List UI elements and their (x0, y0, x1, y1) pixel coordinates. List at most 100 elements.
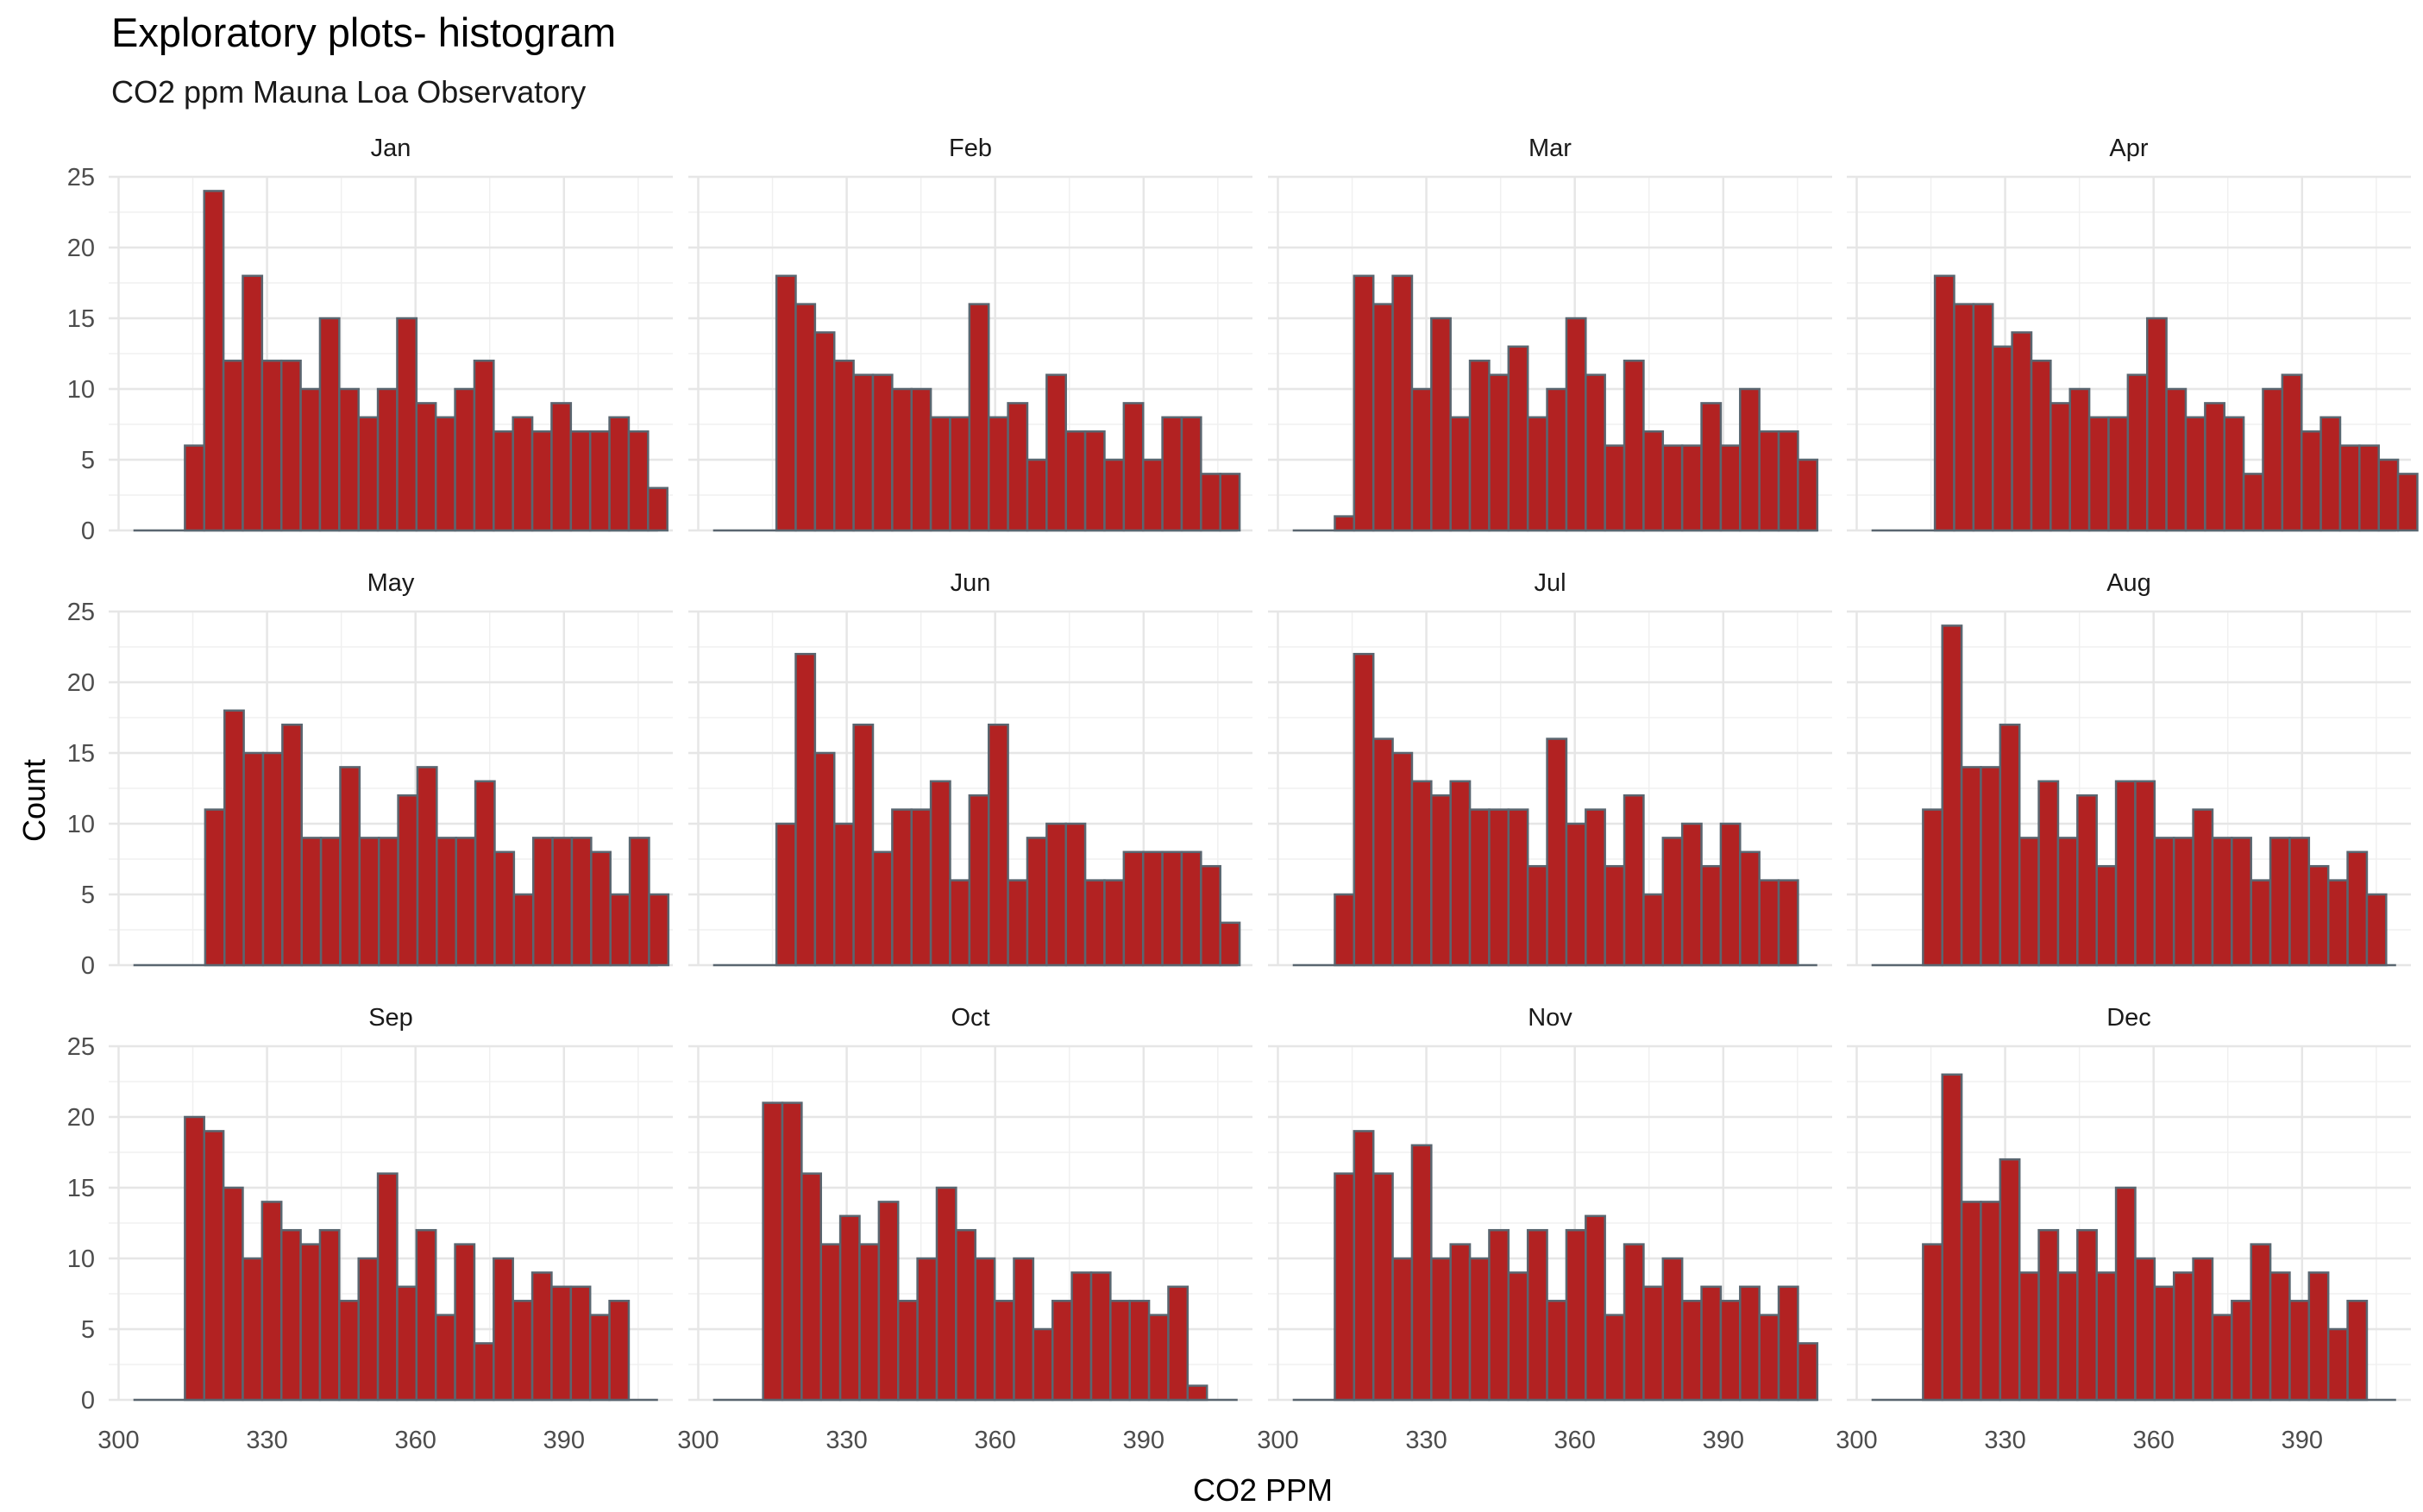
histogram-bar (1585, 808, 1606, 967)
histogram-bar (1161, 850, 1183, 967)
histogram-bar (1128, 1299, 1151, 1402)
x-tick-label: 330 (1405, 1427, 1447, 1454)
histogram-bar (1777, 1285, 1799, 1402)
histogram-bar (2076, 794, 2098, 967)
histogram-bar (376, 387, 399, 532)
histogram-bar (1032, 1327, 1054, 1402)
histogram-bar (1109, 1299, 1131, 1402)
histogram-bar (1219, 473, 1241, 532)
histogram-bar (203, 1130, 225, 1402)
histogram-bar (1507, 345, 1529, 532)
histogram-bar (2223, 416, 2245, 532)
histogram-bar (762, 1101, 784, 1402)
histogram-bar (2153, 1285, 2175, 1402)
histogram-bar (2319, 416, 2342, 532)
histogram-bar (1103, 458, 1126, 532)
histogram-bar (1922, 1243, 1943, 1402)
histogram-bar (987, 723, 1009, 967)
histogram-bar (1739, 387, 1761, 532)
histogram-bar (1045, 373, 1067, 532)
histogram-bar (318, 1228, 341, 1402)
histogram-bar (588, 1314, 611, 1402)
histogram-bar (339, 766, 361, 967)
histogram-bar (1219, 921, 1241, 967)
x-tick-label: 390 (1123, 1427, 1164, 1454)
histogram-bar (551, 837, 574, 967)
histogram-bar (299, 387, 322, 532)
histogram-bar (987, 416, 1009, 532)
histogram-bar (1797, 458, 1819, 532)
histogram-bar (1642, 430, 1665, 532)
x-tick-label: 330 (1984, 1427, 2025, 1454)
histogram-bar (2107, 416, 2130, 532)
histogram-bar (2326, 1327, 2349, 1402)
x-tick-label: 300 (1836, 1427, 1877, 1454)
facet-label-dec: Dec (2106, 1004, 2151, 1032)
histogram-bar (838, 1214, 861, 1402)
facet-label-apr: Apr (2109, 135, 2148, 162)
histogram-bar (2076, 1228, 2098, 1402)
histogram-bar (910, 808, 932, 967)
histogram-bar (2211, 837, 2233, 967)
histogram-bar (2056, 1271, 2079, 1402)
histogram-bar (1680, 444, 1703, 532)
y-axis-title: Count (16, 759, 52, 842)
y-tick-label: 10 (67, 376, 95, 404)
histogram-bar (1180, 416, 1202, 532)
histogram-bar (929, 416, 951, 532)
histogram-bar (493, 1257, 514, 1402)
y-tick-label: 15 (67, 1175, 95, 1202)
histogram-bar (2192, 1257, 2214, 1402)
histogram-bar (1013, 1257, 1035, 1402)
histogram-bar (1719, 822, 1742, 967)
histogram-bar (794, 652, 817, 967)
y-tick-label: 20 (67, 1104, 95, 1132)
histogram-bar (775, 822, 797, 967)
histogram-bar (377, 837, 399, 967)
x-tick-label: 330 (825, 1427, 867, 1454)
histogram-bar (1353, 274, 1375, 532)
x-tick-label: 390 (2282, 1427, 2323, 1454)
histogram-bar (609, 893, 631, 967)
histogram-bar (628, 837, 650, 967)
histogram-bar (877, 1201, 900, 1402)
histogram-bar (819, 1243, 842, 1402)
histogram-bar (1026, 458, 1048, 532)
histogram-bar (2114, 1186, 2137, 1402)
histogram-bar (871, 373, 894, 532)
histogram-bar (1353, 652, 1375, 967)
histogram-bar (279, 1228, 302, 1402)
histogram-bar (974, 1257, 996, 1402)
histogram-bar (1604, 864, 1626, 967)
x-tick-label: 300 (97, 1427, 139, 1454)
histogram-bar (1604, 444, 1626, 532)
histogram-bar (2126, 373, 2149, 532)
histogram-bar (415, 402, 437, 532)
facet-label-jun: Jun (951, 569, 991, 597)
histogram-bar (1700, 402, 1723, 532)
histogram-bar (1565, 317, 1587, 532)
histogram-bar (2172, 837, 2194, 967)
histogram-bar (910, 387, 932, 532)
histogram-bar (891, 387, 913, 532)
histogram-bar (1661, 1257, 1684, 1402)
histogram-bar (454, 387, 476, 532)
histogram-bar (396, 1285, 418, 1402)
histogram-bar (376, 1172, 399, 1402)
histogram-bar (338, 1299, 360, 1402)
histogram-bar (184, 1115, 205, 1402)
histogram-bar (2204, 402, 2225, 532)
histogram-bar (1565, 822, 1587, 967)
histogram-bar (1147, 1314, 1170, 1402)
facet-label-nov: Nov (1528, 1004, 1572, 1032)
histogram-bar (2365, 893, 2388, 967)
histogram-bar (512, 416, 534, 532)
histogram-bar (281, 723, 303, 967)
histogram-bar (1410, 1144, 1433, 1402)
histogram-bar (318, 317, 341, 532)
histogram-bar (2192, 808, 2214, 967)
histogram-bar (1122, 402, 1145, 532)
histogram-bar (1623, 794, 1645, 967)
histogram-bar (2134, 780, 2156, 967)
histogram-bar (1526, 416, 1548, 532)
